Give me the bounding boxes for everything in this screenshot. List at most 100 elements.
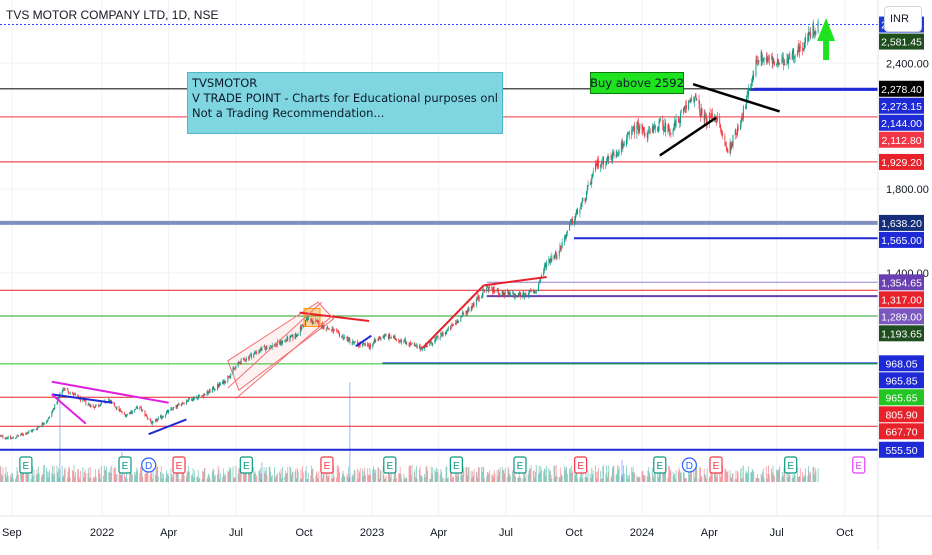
candle-body — [122, 411, 123, 413]
event-marker-earnings[interactable]: E — [119, 457, 131, 473]
candle-body — [267, 347, 268, 348]
candle-body — [208, 392, 209, 393]
event-letter: E — [517, 461, 524, 472]
candle-body — [507, 292, 508, 293]
candle-body — [446, 332, 447, 334]
candle-body — [270, 347, 271, 349]
candle-body — [815, 32, 816, 34]
volume-bar — [318, 471, 319, 482]
candle-body — [792, 54, 793, 59]
candle-body — [54, 404, 55, 409]
candle-body — [636, 125, 637, 134]
event-marker-split[interactable]: E — [321, 457, 333, 473]
candle-body — [789, 57, 790, 59]
volume-bar — [691, 471, 692, 482]
event-marker-earnings[interactable]: E — [514, 457, 526, 473]
candle-body — [28, 432, 29, 433]
event-marker-earnings[interactable]: E — [240, 457, 252, 473]
candle-body — [582, 198, 583, 201]
candle-body — [68, 389, 69, 392]
candle-body — [290, 336, 291, 341]
candle-body — [591, 177, 592, 184]
volume-bar — [386, 476, 387, 482]
event-marker-earnings[interactable]: E — [654, 457, 666, 473]
candle-body — [365, 344, 366, 346]
candle-body — [724, 136, 725, 143]
candle-body — [795, 55, 796, 57]
candle-body — [192, 400, 193, 401]
currency-button[interactable]: INR — [884, 6, 922, 32]
candle-body — [431, 341, 432, 343]
candle-body — [349, 337, 350, 339]
candle-body — [696, 99, 697, 100]
time-axis-label: Oct — [295, 527, 312, 539]
volume-bar — [437, 469, 438, 482]
volume-bar — [277, 473, 278, 482]
event-marker-dividend[interactable]: D — [142, 458, 156, 472]
event-marker-earnings[interactable]: E — [384, 457, 396, 473]
event-marker-split[interactable]: E — [710, 457, 722, 473]
price-tag: 1,289.00 — [879, 308, 924, 324]
candle-body — [95, 406, 96, 408]
candle-body — [479, 298, 480, 299]
candle-body — [331, 330, 332, 331]
candle-body — [570, 223, 571, 224]
volume-bar — [505, 468, 506, 482]
volume-bar — [111, 466, 112, 482]
candle-body — [673, 130, 674, 135]
candle-body — [96, 405, 97, 406]
candle-body — [298, 334, 299, 335]
event-marker-earnings[interactable]: E — [20, 457, 32, 473]
candle-body — [236, 366, 237, 367]
candle-body — [756, 60, 757, 76]
candle-body — [779, 63, 780, 64]
event-marker-split[interactable]: E — [173, 457, 185, 473]
candle-body — [690, 101, 691, 102]
candle-body — [245, 360, 246, 361]
candle-body — [173, 407, 174, 408]
candle-body — [364, 343, 365, 344]
volume-bar — [588, 470, 589, 482]
volume-bar — [127, 479, 128, 482]
candle-body — [370, 344, 371, 347]
candle-body — [569, 224, 570, 231]
candle-body — [233, 368, 234, 373]
volume-bar — [13, 479, 14, 482]
event-marker-dividend[interactable]: D — [682, 458, 696, 472]
volume-bar — [619, 467, 620, 482]
event-marker-earnings[interactable]: E — [785, 457, 797, 473]
event-marker-earnings[interactable]: E — [450, 457, 462, 473]
candle-body — [127, 414, 128, 415]
candle-body — [235, 367, 236, 368]
candle-body — [436, 337, 437, 339]
candle-body — [93, 407, 94, 408]
price-tag: 965.85 — [879, 372, 924, 388]
candle-body — [264, 346, 265, 347]
volume-bar — [603, 465, 604, 482]
volume-bar — [639, 477, 640, 482]
candle-body — [488, 288, 489, 290]
volume-bar — [85, 473, 86, 482]
candle-body — [650, 131, 651, 133]
volume-bar — [660, 473, 661, 482]
candle-body — [447, 330, 448, 331]
candle-body — [65, 388, 66, 389]
volume-bar — [406, 478, 407, 482]
candle-body — [688, 101, 689, 109]
candle-body — [443, 333, 444, 336]
candle-body — [308, 319, 309, 320]
candle-body — [171, 408, 172, 409]
candle-body — [592, 174, 593, 178]
volume-bar — [106, 467, 107, 482]
candle-body — [168, 410, 169, 412]
candle-body — [318, 322, 319, 327]
candle-body — [179, 404, 180, 405]
volume-bar — [272, 475, 273, 482]
candle-body — [800, 46, 801, 48]
price-tag-label: 1,289.00 — [881, 311, 922, 323]
volume-bar — [608, 465, 609, 482]
event-marker-split[interactable]: E — [575, 457, 587, 473]
event-marker-upcoming[interactable]: E — [853, 457, 865, 473]
time-axis-label: Jul — [770, 527, 784, 539]
volume-bar — [370, 474, 371, 482]
